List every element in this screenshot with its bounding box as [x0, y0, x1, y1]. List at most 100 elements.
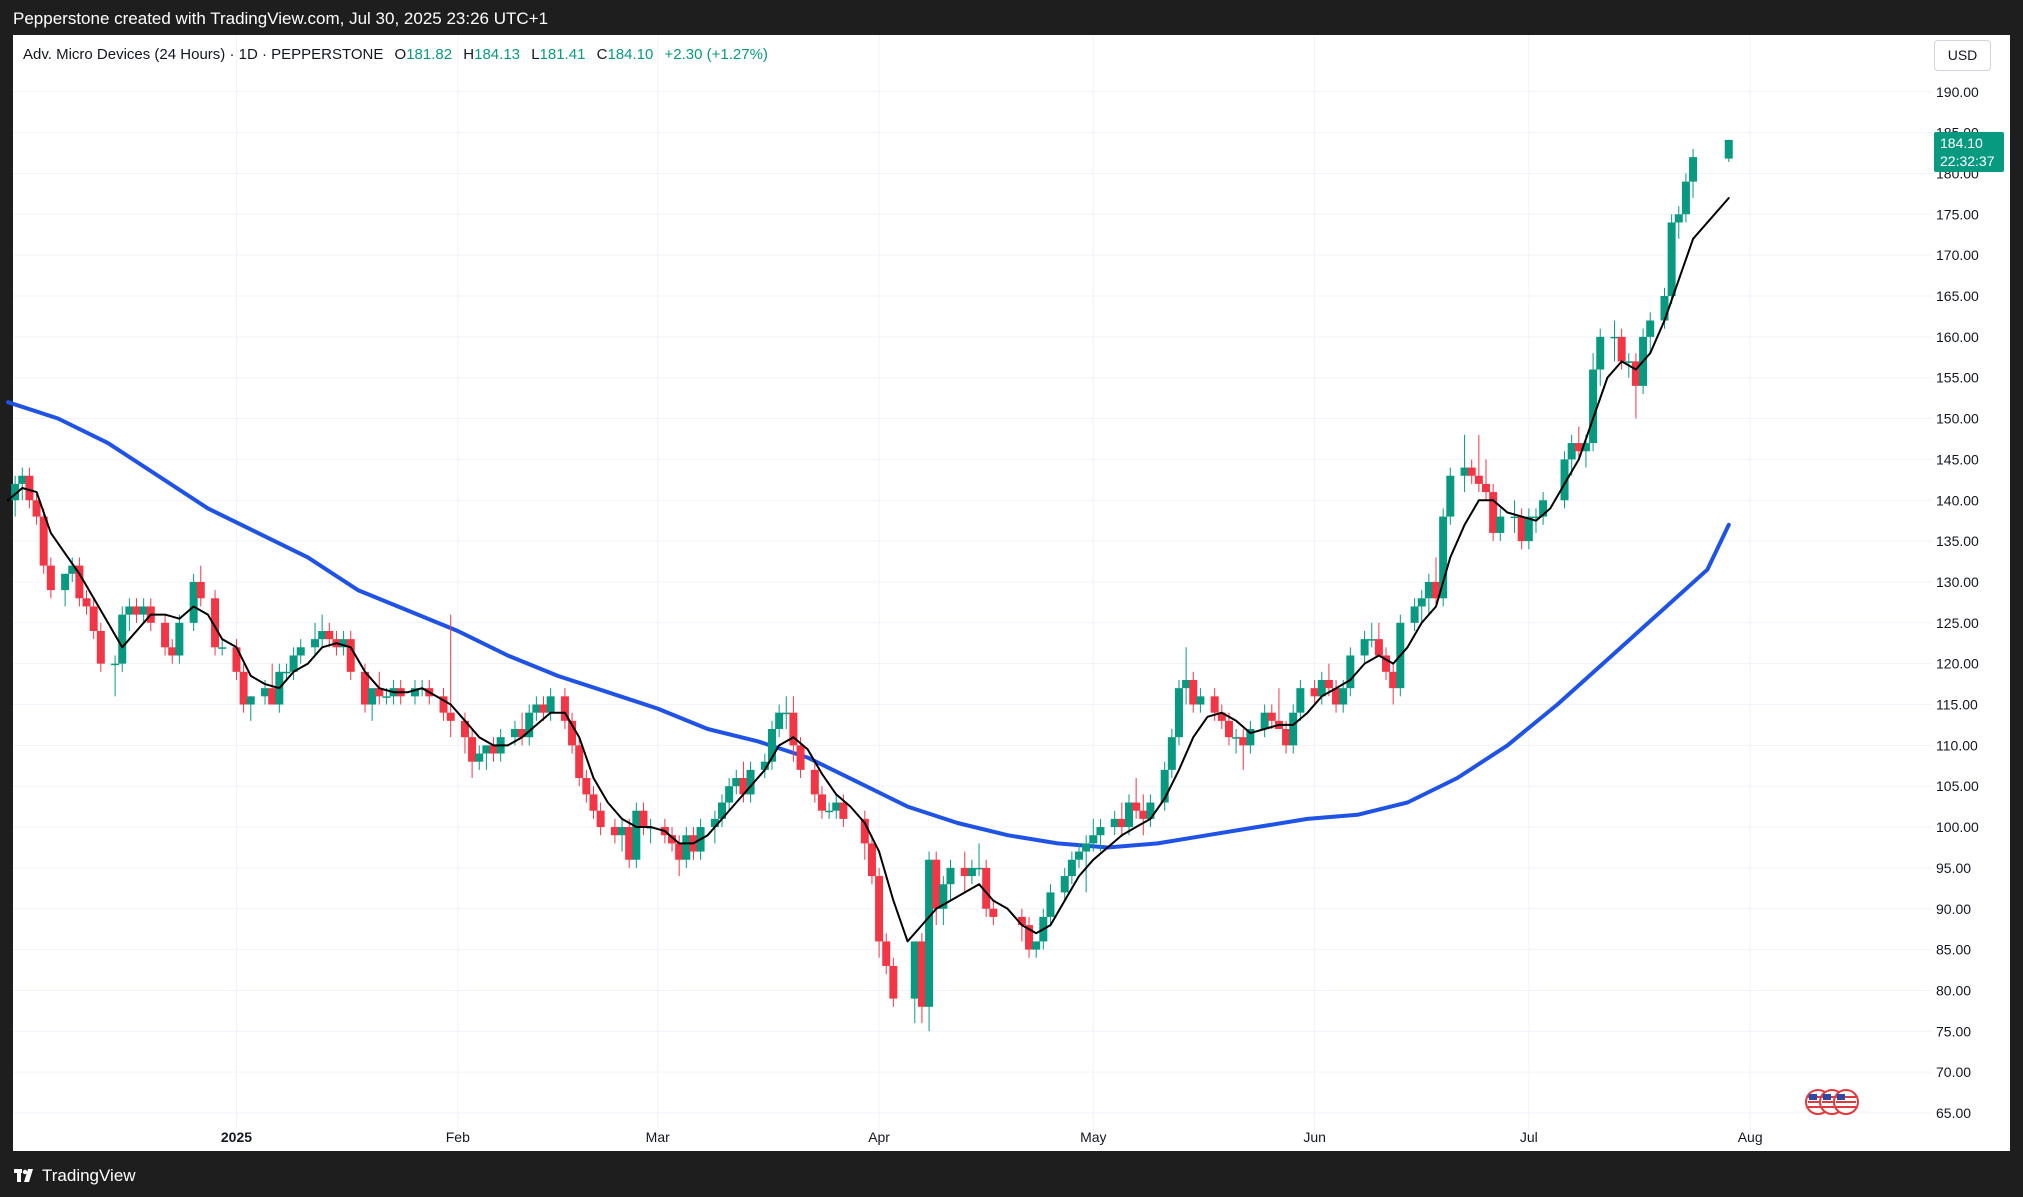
candle-body	[68, 565, 77, 574]
candle-body	[1282, 729, 1291, 746]
candle	[168, 639, 177, 664]
candle	[1032, 941, 1041, 958]
candle-body	[446, 712, 455, 721]
candle-body	[11, 483, 20, 501]
candle-body	[1232, 737, 1241, 739]
candle-body	[639, 810, 648, 828]
candle-body	[1117, 818, 1126, 828]
candle-body	[610, 827, 619, 836]
candle-body	[510, 729, 519, 738]
time-axis[interactable]: 2025 Feb Mar Apr May Jun Jul Aug	[221, 1129, 1763, 1145]
candle-body	[1025, 925, 1034, 950]
last-price-tag-bg	[1934, 132, 2004, 172]
candle-body	[1596, 336, 1605, 370]
candle-body	[817, 794, 826, 811]
candle-body	[168, 647, 177, 656]
price-axis[interactable]: 190.00185.00180.00175.00170.00165.00160.…	[1936, 84, 1979, 1121]
high-label: H	[463, 46, 475, 63]
candle	[625, 818, 634, 868]
candle	[932, 851, 941, 926]
candle	[211, 590, 220, 656]
candle-body	[1310, 688, 1319, 697]
x-tick-label: Mar	[646, 1129, 670, 1145]
candle-body	[1060, 876, 1069, 893]
candle	[889, 957, 898, 1007]
candle	[1382, 647, 1391, 680]
candle	[1417, 590, 1426, 623]
us-flag-icon[interactable]	[1833, 1089, 1859, 1115]
candle-body	[1082, 843, 1091, 852]
candle-body	[1089, 835, 1098, 844]
candle-body	[1267, 712, 1276, 721]
candle-body	[982, 867, 991, 909]
candle-body	[1389, 671, 1398, 689]
candle-body	[325, 630, 334, 640]
candle	[368, 688, 377, 721]
candle	[1025, 916, 1034, 958]
candle-body	[532, 704, 541, 713]
candle-body	[468, 737, 477, 762]
candle-body	[1017, 916, 1026, 926]
y-tick-label: 120.00	[1936, 656, 1979, 672]
candle	[525, 704, 534, 746]
candle-body	[860, 818, 869, 844]
candle-body	[718, 802, 727, 819]
candle	[568, 712, 577, 754]
candle-body	[1474, 475, 1483, 484]
candle-body	[1660, 296, 1669, 321]
candle	[1246, 720, 1255, 754]
y-tick-label: 100.00	[1936, 819, 1979, 835]
candle	[1467, 459, 1476, 484]
candle-body	[675, 843, 684, 860]
y-tick-label: 90.00	[1936, 901, 1971, 917]
candle-body	[439, 696, 448, 713]
candle-body	[346, 639, 355, 672]
candle	[196, 565, 205, 607]
candle-body	[1439, 516, 1448, 599]
chart-grid	[13, 35, 1932, 1137]
ma-slow-layer	[6, 400, 1731, 850]
symbol-name[interactable]: Adv. Micro Devices (24 Hours) · 1D · PEP…	[23, 46, 384, 63]
tradingview-logo[interactable]: TradingView	[14, 1166, 136, 1186]
events-icons[interactable]	[1805, 1089, 1859, 1115]
candle	[1346, 647, 1355, 697]
candle-body	[1110, 818, 1119, 828]
candle-body	[32, 500, 41, 517]
candle-body	[1132, 802, 1141, 811]
candle	[68, 557, 77, 582]
y-tick-label: 125.00	[1936, 615, 1979, 631]
candle	[118, 606, 127, 672]
candle	[582, 769, 591, 803]
candle	[939, 876, 948, 926]
candle	[311, 622, 320, 656]
candle	[1339, 679, 1348, 713]
candle	[32, 492, 41, 525]
candle	[810, 761, 819, 803]
candle	[246, 696, 255, 721]
candle-body	[1217, 712, 1226, 721]
candle	[25, 467, 34, 509]
y-tick-label: 135.00	[1936, 533, 1979, 549]
candle-body	[882, 941, 891, 966]
candle-body	[382, 696, 391, 698]
candle	[746, 761, 755, 803]
candle	[1589, 353, 1598, 452]
candle-body	[1617, 336, 1626, 362]
candle	[1117, 802, 1126, 836]
candle	[1596, 328, 1605, 386]
candle	[917, 933, 926, 1024]
candle	[1289, 704, 1298, 754]
currency-button[interactable]: USD	[1934, 40, 1991, 71]
candle	[668, 827, 677, 852]
candle	[732, 769, 741, 795]
symbol-legend[interactable]: Adv. Micro Devices (24 Hours) · 1D · PEP…	[23, 46, 768, 63]
ma_fast-line	[7, 197, 1730, 943]
candle	[339, 630, 348, 656]
candle-body	[1296, 688, 1305, 713]
candle	[1124, 794, 1133, 836]
candle	[325, 622, 334, 648]
y-tick-label: 130.00	[1936, 574, 1979, 590]
open-label: O	[394, 46, 407, 63]
candle	[1089, 818, 1098, 852]
